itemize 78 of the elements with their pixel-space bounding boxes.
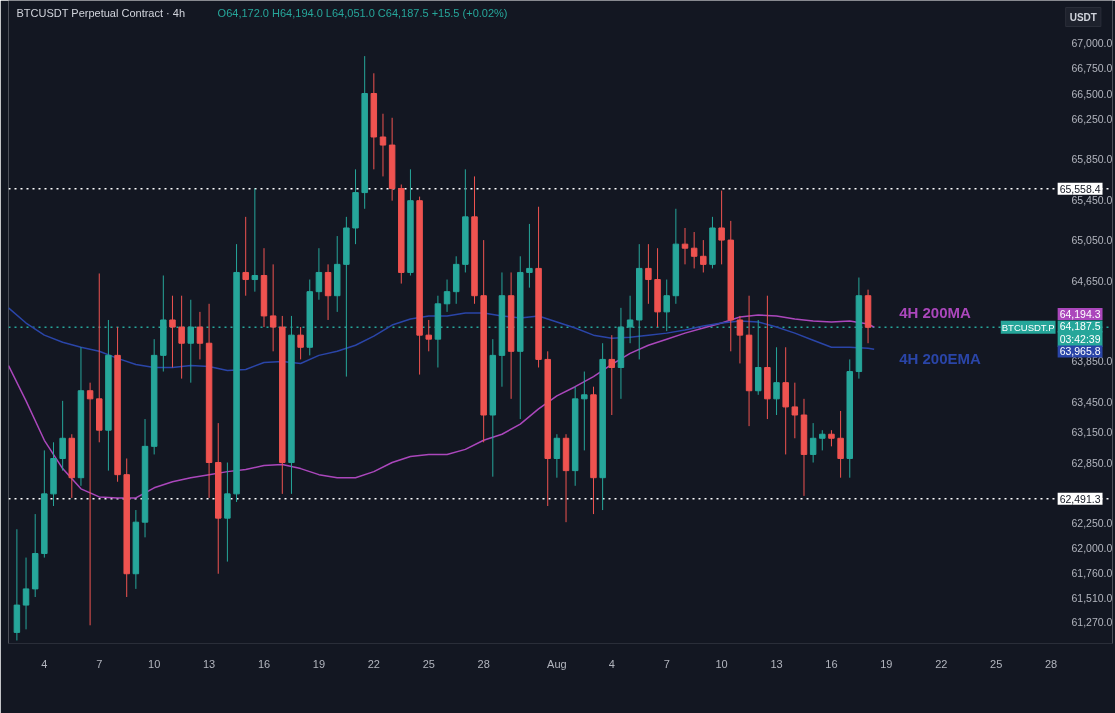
candlestick bbox=[690, 231, 698, 269]
y-tick-label: 65,050.0 bbox=[1071, 234, 1113, 247]
candlestick bbox=[242, 216, 249, 297]
series-label: 4H 200EMA bbox=[899, 349, 982, 367]
candlestick bbox=[269, 263, 277, 352]
candlestick bbox=[608, 334, 616, 416]
y-tick-label: 63,850.0 bbox=[1071, 355, 1113, 368]
candlestick bbox=[86, 382, 94, 626]
candlestick bbox=[773, 346, 780, 416]
candlestick bbox=[700, 239, 707, 273]
x-tick-label: 4 bbox=[41, 657, 48, 670]
x-tick-label: 19 bbox=[880, 657, 893, 670]
x-tick-label: 4 bbox=[608, 657, 615, 670]
candlestick bbox=[718, 190, 725, 265]
x-tick-label: 22 bbox=[367, 657, 380, 670]
y-tick-label: 65,850.0 bbox=[1071, 153, 1113, 166]
x-tick-label: 13 bbox=[770, 657, 783, 670]
x-tick-label: 7 bbox=[96, 657, 103, 670]
candlestick bbox=[791, 382, 799, 439]
candlestick bbox=[22, 557, 30, 630]
y-tick-label: 65,450.0 bbox=[1071, 193, 1113, 206]
y-tick-label: 61,270.0 bbox=[1071, 616, 1113, 629]
x-tick-label: 25 bbox=[422, 657, 435, 670]
candlestick bbox=[425, 319, 432, 352]
candlestick bbox=[553, 433, 561, 479]
x-tick-label: 7 bbox=[663, 657, 670, 670]
candlestick bbox=[581, 371, 588, 451]
y-tick-label: 61,510.0 bbox=[1071, 592, 1113, 604]
candlestick bbox=[526, 223, 533, 289]
candlestick bbox=[443, 279, 451, 313]
candlestick bbox=[169, 295, 176, 368]
y-tick-label: 61,760.0 bbox=[1071, 566, 1113, 579]
x-tick-label: 10 bbox=[148, 657, 161, 670]
annotation: 03:42:39 bbox=[1059, 332, 1101, 345]
x-tick-label: Aug bbox=[547, 657, 567, 670]
candlestick bbox=[297, 326, 304, 360]
candlestick bbox=[645, 243, 652, 305]
y-tick-label: 62,000.0 bbox=[1071, 542, 1113, 555]
candlestick bbox=[819, 429, 826, 451]
x-tick-label: 25 bbox=[990, 657, 1003, 670]
x-tick-label: 28 bbox=[477, 657, 490, 670]
candlestick bbox=[736, 315, 744, 364]
x-tick-label: 22 bbox=[935, 657, 948, 670]
candlestick bbox=[809, 422, 817, 464]
y-tick-label: 63,150.0 bbox=[1071, 426, 1113, 439]
x-tick-label: 16 bbox=[257, 657, 271, 670]
candlestick bbox=[315, 247, 323, 301]
annotation: 63,965.8 bbox=[1059, 345, 1101, 358]
ref-line-label: 64,187.5 bbox=[1059, 320, 1101, 333]
annotation: BTCUSDT.P bbox=[1001, 321, 1055, 333]
candlestick bbox=[324, 263, 332, 321]
x-tick-label: 13 bbox=[202, 657, 216, 670]
y-tick-label: 63,450.0 bbox=[1071, 395, 1113, 408]
y-tick-label: 66,250.0 bbox=[1071, 112, 1113, 125]
y-tick-label: 66,750.0 bbox=[1071, 62, 1113, 75]
y-axis-title: USDT bbox=[1069, 11, 1097, 23]
ref-line-label: 62,491.3 bbox=[1059, 492, 1101, 505]
candlestick bbox=[251, 188, 259, 293]
candlestick bbox=[837, 410, 844, 479]
y-tick-label: 62,850.0 bbox=[1071, 456, 1113, 469]
y-tick-label: 67,000.0 bbox=[1071, 36, 1113, 49]
ref-line-label: 65,558.4 bbox=[1059, 182, 1101, 195]
candlestick bbox=[178, 295, 185, 380]
text: BTCUSDT Perpetual Contract · 4h bbox=[16, 6, 186, 19]
text: O64,172.0 H64,194.0 L64,051.0 C64,187.5 +15.5 (+0.02%) bbox=[217, 6, 508, 19]
candlestick bbox=[59, 400, 66, 472]
candlestick bbox=[196, 311, 204, 360]
x-tick-label: 10 bbox=[715, 657, 728, 670]
series-label: 4H 200MA bbox=[899, 303, 972, 321]
x-tick-label: 28 bbox=[1044, 657, 1058, 670]
y-tick-label: 64,650.0 bbox=[1071, 274, 1113, 287]
x-tick-label: 16 bbox=[825, 657, 838, 670]
y-tick-label: 66,500.0 bbox=[1071, 87, 1113, 100]
candlestick bbox=[681, 227, 689, 265]
y-tick-label: 62,250.0 bbox=[1071, 517, 1113, 530]
annotation: 64,194.3 bbox=[1059, 307, 1101, 320]
candlestick bbox=[379, 113, 387, 177]
x-tick-label: 19 bbox=[312, 657, 326, 670]
